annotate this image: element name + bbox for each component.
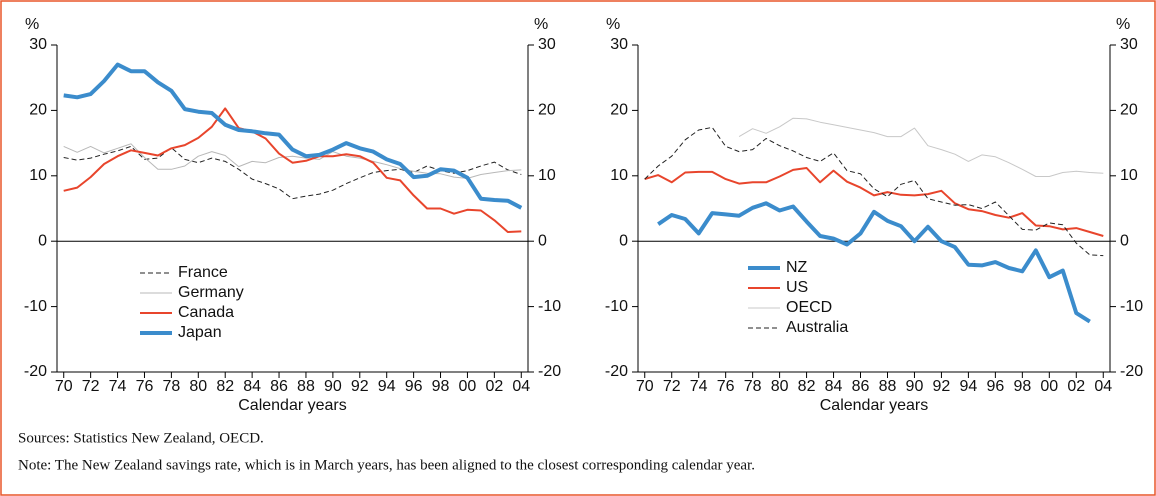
y2-tick-label: 30 [1120,36,1138,53]
x-tick-label: 70 [636,378,654,395]
x-tick-label: 74 [109,378,127,395]
series-line [657,201,1091,324]
note: Note: The New Zealand savings rate, whic… [18,457,755,473]
x-tick-label: 96 [405,378,423,395]
y-tick-label: -10 [605,298,628,315]
y-tick-label: -20 [605,363,628,380]
y-tick-label: 10 [610,167,628,184]
x-tick-label: 84 [243,378,261,395]
y2-tick-label: -10 [1120,298,1143,315]
y2-tick-label: 10 [538,167,556,184]
x-tick-label: 98 [1013,378,1031,395]
y2-tick-label: 10 [1120,167,1138,184]
y-tick-label: 30 [610,36,628,53]
x-tick-label: 80 [771,378,789,395]
series-line [644,126,1104,257]
legend-label: Canada [178,304,234,321]
y2-tick-label: 0 [1120,232,1129,249]
x-tick-label: 86 [852,378,870,395]
x-tick-label: 72 [663,378,681,395]
x-tick-label: 70 [55,378,73,395]
x-axis-label: Calendar years [238,397,347,414]
legend-label: France [178,264,228,281]
y2-tick-label: 0 [538,232,547,249]
x-tick-label: 82 [216,378,234,395]
legend-label: US [786,279,808,296]
x-tick-label: 84 [825,378,843,395]
series-line [738,117,1104,177]
legend-label: Germany [178,284,244,301]
y-tick-label: 0 [619,232,628,249]
series-line [644,167,1104,237]
x-tick-label: 78 [744,378,762,395]
y2-tick-label: -20 [1120,363,1143,380]
y2-axis-label: % [1116,16,1130,33]
y2-axis-label: % [534,16,548,33]
legend-label: NZ [786,259,808,276]
legend-label: Australia [786,319,848,336]
x-tick-label: 88 [297,378,315,395]
sources: Sources: Statistics New Zealand, OECD. [18,430,264,446]
y2-tick-label: 20 [538,102,556,119]
y-tick-label: -10 [24,298,47,315]
x-tick-label: 92 [351,378,369,395]
y2-tick-label: 20 [1120,102,1138,119]
x-tick-label: 74 [690,378,708,395]
x-tick-label: 88 [879,378,897,395]
series-line [63,62,523,210]
y2-tick-label: -10 [538,298,561,315]
x-tick-label: 00 [459,378,477,395]
y-tick-label: 30 [29,36,47,53]
legend-label: Japan [178,324,222,341]
x-tick-label: 96 [986,378,1004,395]
x-tick-label: 94 [960,378,978,395]
y-axis-label: % [606,16,620,33]
x-tick-label: 04 [512,378,530,395]
x-tick-label: 80 [189,378,207,395]
x-tick-label: 76 [717,378,735,395]
legend-label: OECD [786,299,832,316]
x-tick-label: 78 [162,378,180,395]
x-tick-label: 86 [270,378,288,395]
y2-tick-label: -20 [538,363,561,380]
x-tick-label: 72 [82,378,100,395]
y-tick-label: 20 [610,102,628,119]
x-tick-label: 00 [1040,378,1058,395]
x-tick-label: 90 [906,378,924,395]
y-tick-label: 10 [29,167,47,184]
y-tick-label: -20 [24,363,47,380]
x-tick-label: 90 [324,378,342,395]
y-tick-label: 20 [29,102,47,119]
x-tick-label: 76 [136,378,154,395]
series-line [63,145,522,200]
y-tick-label: 0 [38,232,47,249]
y2-tick-label: 30 [538,36,556,53]
series-line [63,107,522,233]
x-tick-label: 92 [933,378,951,395]
x-axis-label: Calendar years [820,397,929,414]
x-tick-label: 94 [378,378,396,395]
x-tick-label: 02 [1067,378,1085,395]
x-tick-label: 98 [432,378,450,395]
x-tick-label: 02 [485,378,503,395]
x-tick-label: 04 [1094,378,1112,395]
x-tick-label: 82 [798,378,816,395]
y-axis-label: % [25,16,39,33]
